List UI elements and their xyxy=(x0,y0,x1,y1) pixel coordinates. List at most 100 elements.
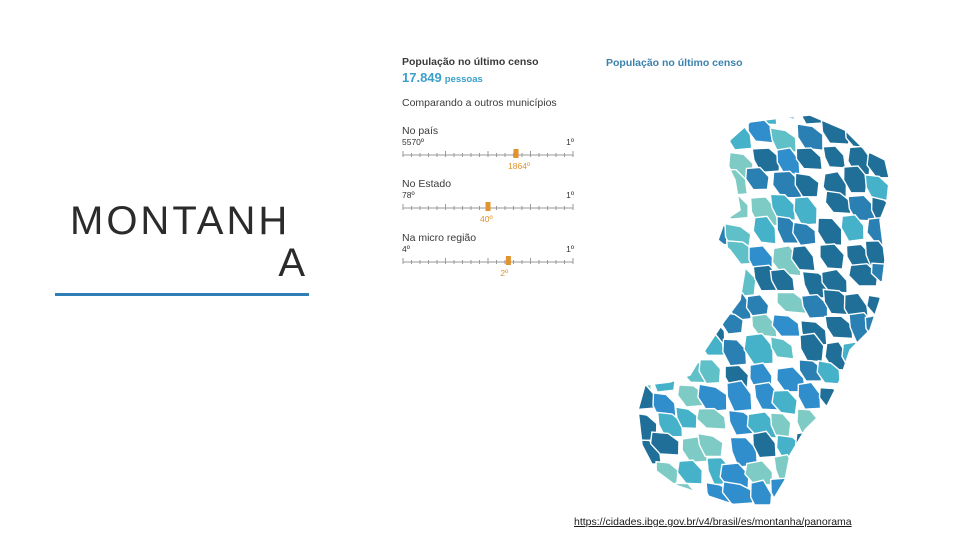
map-region xyxy=(650,143,677,171)
map-region xyxy=(701,292,727,322)
map-region xyxy=(722,338,748,367)
map-region xyxy=(844,409,869,437)
map-region xyxy=(695,407,727,430)
map-region xyxy=(702,194,727,219)
map-region xyxy=(840,380,869,407)
map-region xyxy=(864,459,892,489)
map-region xyxy=(889,502,892,505)
map-region xyxy=(769,268,796,292)
map-region xyxy=(677,317,706,347)
map-region xyxy=(797,115,826,125)
map-region xyxy=(672,197,702,224)
map-region xyxy=(725,115,749,127)
map-region xyxy=(769,335,795,360)
title-line-2: A xyxy=(278,241,308,285)
map-region xyxy=(722,194,749,220)
map-region xyxy=(820,268,848,294)
map-region xyxy=(824,458,852,486)
map-region xyxy=(847,477,871,505)
map-region xyxy=(750,313,778,338)
map-region xyxy=(795,147,823,171)
map-region xyxy=(681,142,706,169)
gauge-high: 1º xyxy=(566,244,574,254)
map-region xyxy=(727,266,757,298)
map-region xyxy=(638,285,656,318)
map-region xyxy=(654,342,680,365)
gauge-marker xyxy=(505,256,511,265)
map-region xyxy=(864,314,887,340)
source-link[interactable]: https://cidades.ibge.gov.br/v4/brasil/es… xyxy=(574,516,852,528)
page-title: MONTANH A xyxy=(70,200,310,284)
map-region xyxy=(752,215,777,245)
map-region xyxy=(890,169,892,199)
map-region xyxy=(894,100,895,125)
gauge-scale xyxy=(402,149,574,158)
map-region xyxy=(648,313,673,337)
map-region xyxy=(868,435,892,464)
map-region xyxy=(794,507,818,510)
map-region xyxy=(824,190,852,215)
map-region xyxy=(794,172,820,198)
gauge-2: Na micro região 4º 1º 2º xyxy=(402,232,577,278)
panel-header: População no último censo xyxy=(402,56,539,68)
map-region xyxy=(698,358,722,385)
map-region xyxy=(725,509,746,510)
map-region xyxy=(677,175,700,200)
map-region xyxy=(696,123,723,145)
map-region xyxy=(871,118,892,146)
map-region xyxy=(842,458,872,489)
gauge-high: 1º xyxy=(566,137,574,147)
map-region xyxy=(822,428,848,455)
map-region xyxy=(697,383,728,413)
gauge-low: 5570º xyxy=(402,137,425,147)
map-region xyxy=(839,115,866,121)
gauge-position-label: 2º xyxy=(500,268,509,278)
gauge-low: 4º xyxy=(402,244,410,254)
map-header: População no último censo xyxy=(606,57,743,69)
map-region xyxy=(726,379,753,413)
map-region xyxy=(792,479,823,505)
gauge-position-label: 1864º xyxy=(508,161,531,171)
map-region xyxy=(638,124,655,157)
map-region xyxy=(824,315,854,340)
map-region xyxy=(654,172,685,199)
map-region xyxy=(674,406,698,430)
map-region xyxy=(868,503,890,505)
comparing-label: Comparando a outros municípios xyxy=(402,97,557,109)
map-region xyxy=(702,270,729,294)
map-region xyxy=(751,147,781,174)
map-region xyxy=(769,193,797,222)
map-region xyxy=(652,115,681,125)
map-region xyxy=(656,411,684,438)
map-region xyxy=(677,115,703,123)
map-region xyxy=(655,293,685,320)
map-region xyxy=(887,218,892,245)
map-region xyxy=(891,414,892,439)
gauge-marker xyxy=(485,202,491,211)
map-region xyxy=(771,389,798,416)
map-region xyxy=(797,381,822,410)
map-region xyxy=(798,359,823,382)
gauge-low: 78º xyxy=(402,190,415,200)
gauge-name: No Estado xyxy=(402,178,452,190)
map-region xyxy=(794,430,825,456)
map-region xyxy=(842,165,869,194)
population-value: 17.849 pessoas xyxy=(402,70,582,85)
map-region xyxy=(844,126,872,150)
map-region xyxy=(864,174,890,202)
map-region xyxy=(821,413,847,441)
map-region xyxy=(638,143,658,171)
map-region xyxy=(672,119,703,144)
espirito-santo-map xyxy=(637,100,895,510)
map-region xyxy=(890,439,892,467)
map-region xyxy=(849,428,875,462)
map-region xyxy=(866,152,892,179)
title-line-1: MONTANH xyxy=(70,199,291,243)
map-region xyxy=(697,115,725,126)
map-region xyxy=(638,115,652,126)
map-region xyxy=(819,243,845,270)
map-region xyxy=(889,453,892,484)
map-region xyxy=(864,382,892,409)
map-region xyxy=(870,412,892,442)
map-region xyxy=(651,264,678,292)
